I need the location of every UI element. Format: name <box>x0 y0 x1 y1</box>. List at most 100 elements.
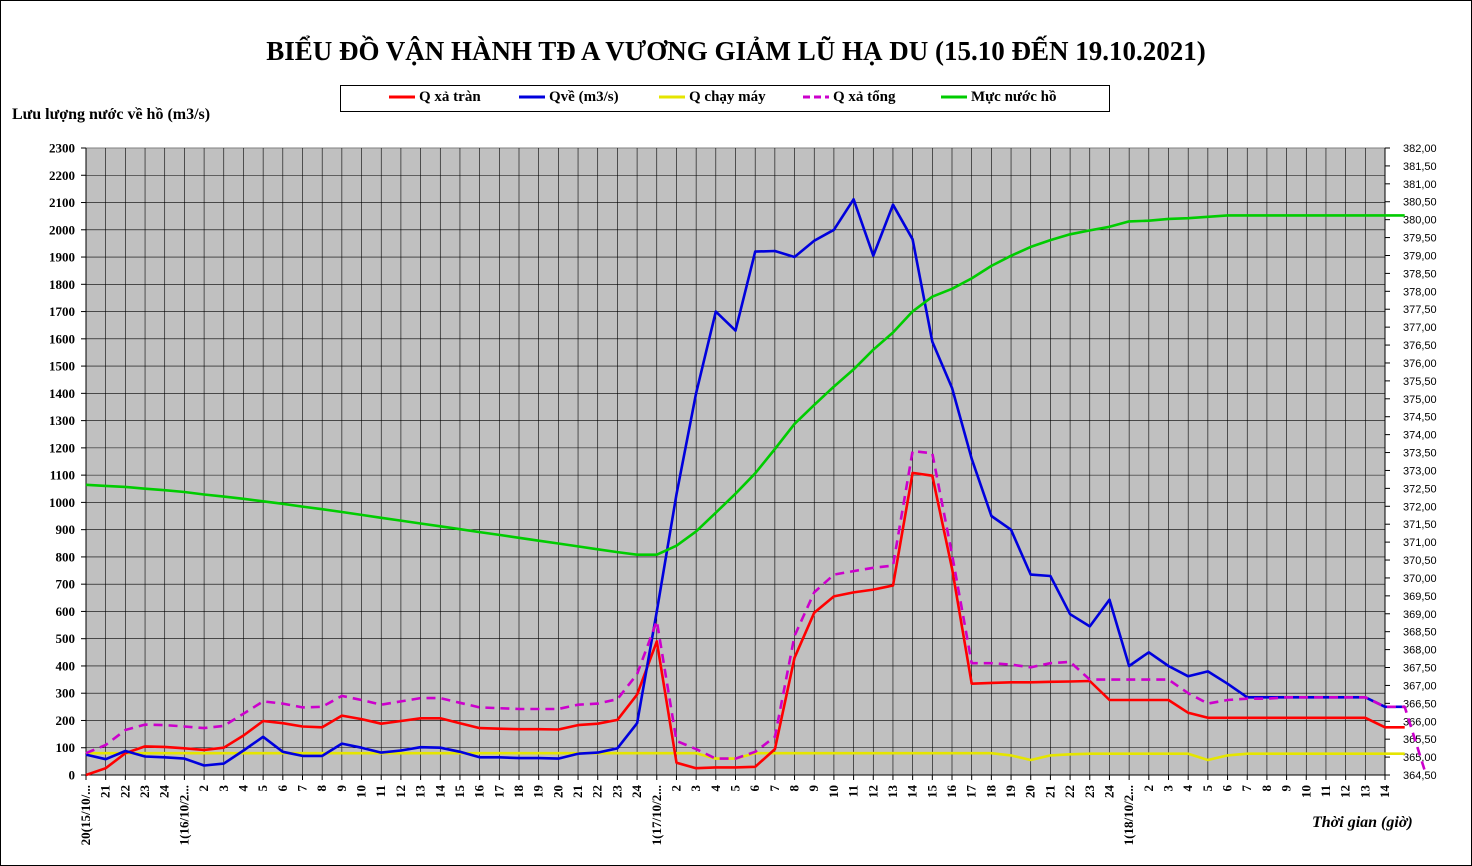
y-tick-label: 1900 <box>49 250 75 265</box>
y2-tick-label: 378,00 <box>1403 286 1437 298</box>
y2-tick-label: 370,50 <box>1403 555 1437 567</box>
x-tick-label: 17 <box>964 785 979 799</box>
y2-tick-label: 369,00 <box>1403 609 1437 621</box>
y-tick-label: 1300 <box>49 413 75 428</box>
y2-tick-label: 371,50 <box>1403 519 1437 531</box>
x-tick-label: 19 <box>1003 785 1018 799</box>
x-tick-label: 3 <box>1161 785 1176 792</box>
x-tick-label: 20 <box>550 785 565 798</box>
series-line-4 <box>85 214 1405 557</box>
legend-label-q-xa-tran: Q xả tràn <box>419 89 481 105</box>
series-line-0 <box>85 471 1405 777</box>
y-tick-label: 400 <box>56 658 76 673</box>
y-tick-label: 900 <box>56 522 76 537</box>
y-tick-label: 1700 <box>49 304 75 319</box>
legend-label-q-ve: Qvề (m3/s) <box>549 89 619 105</box>
y2-tick-label: 375,50 <box>1403 376 1437 388</box>
x-tick-label: 5 <box>255 785 270 792</box>
y-tick-label: 0 <box>69 768 76 783</box>
x-tick-label: 4 <box>235 785 250 792</box>
y2-tick-label: 367,00 <box>1403 680 1437 692</box>
chart-title: BIỂU ĐỒ VẬN HÀNH TĐ A VƯƠNG GIẢM LŨ HẠ D… <box>266 36 1206 66</box>
x-tick-label: 5 <box>728 785 743 792</box>
x-tick-label: 22 <box>590 785 605 798</box>
x-tick-label: 13 <box>1357 785 1372 799</box>
legend-swatch-q-xa-tran <box>389 95 415 99</box>
y2-tick-label: 371,00 <box>1403 537 1437 549</box>
x-tick-label: 16 <box>472 785 487 799</box>
x-tick-label: 7 <box>295 785 310 792</box>
y2-tick-label: 372,50 <box>1403 483 1437 495</box>
y2-tick-label: 368,00 <box>1403 645 1437 657</box>
legend: Q xả tràn Qvề (m3/s) Q chạy máy Q xả tổn… <box>340 85 1110 112</box>
y-tick-label: 600 <box>56 604 76 619</box>
x-tick-label: 8 <box>314 785 329 792</box>
y2-tick-label: 364,50 <box>1403 770 1437 782</box>
y2-tick-label: 376,50 <box>1403 340 1437 352</box>
x-tick-label: 23 <box>1082 785 1097 799</box>
y2-tick-label: 365,00 <box>1403 752 1437 764</box>
x-tick-label: 21 <box>570 785 585 798</box>
x-tick-label: 5 <box>1200 785 1215 792</box>
x-tick-label: 6 <box>275 785 290 792</box>
x-tick-label: 18 <box>511 785 526 799</box>
x-tick-label: 20 <box>1023 785 1038 798</box>
y2-tick-label: 374,50 <box>1403 412 1437 424</box>
y-tick-label: 200 <box>56 713 76 728</box>
y-axis-label: Lưu lượng nước về hồ (m3/s) <box>12 106 211 123</box>
x-tick-label: 10 <box>826 785 841 798</box>
y-tick-label: 1500 <box>49 359 75 374</box>
x-tick-label: 23 <box>137 785 152 799</box>
y2-tick-label: 381,00 <box>1403 179 1437 191</box>
x-tick-label: 7 <box>1239 785 1254 792</box>
legend-label-q-chay-may: Q chạy máy <box>689 89 766 105</box>
y-tick-label: 2300 <box>49 141 75 156</box>
x-tick-label: 2 <box>1141 785 1156 792</box>
x-tick-label: 1(16/10/2... <box>176 785 191 845</box>
x-tick-label: 11 <box>1318 785 1333 797</box>
x-tick-label: 16 <box>944 785 959 799</box>
legend-swatch-q-xa-tong <box>803 95 829 99</box>
x-tick-label: 11 <box>373 785 388 797</box>
series-line-1 <box>85 198 1405 767</box>
x-tick-label: 23 <box>609 785 624 799</box>
x-tick-label: 1(17/10/2... <box>649 785 664 845</box>
x-tick-label: 10 <box>354 785 369 798</box>
x-tick-label: 6 <box>1220 785 1235 792</box>
x-tick-label: 9 <box>1279 785 1294 792</box>
y2-tick-label: 378,50 <box>1403 268 1437 280</box>
legend-swatch-q-chay-may <box>659 95 685 99</box>
x-tick-label: 24 <box>157 785 172 799</box>
x-tick-label: 22 <box>1062 785 1077 798</box>
x-tick-label: 2 <box>668 785 683 792</box>
x-tick-label: 12 <box>393 785 408 798</box>
legend-label-q-xa-tong: Q xả tổng <box>833 89 896 105</box>
y2-tick-label: 370,00 <box>1403 573 1437 585</box>
x-tick-label: 11 <box>846 785 861 797</box>
x-tick-label: 15 <box>452 785 467 799</box>
y2-tick-label: 375,00 <box>1403 394 1437 406</box>
y2-tick-label: 374,00 <box>1403 430 1437 442</box>
y-tick-label: 300 <box>56 686 76 701</box>
x-axis-label: Thời gian (giờ) <box>1312 814 1413 831</box>
x-tick-label: 14 <box>905 785 920 799</box>
x-tick-label: 6 <box>747 785 762 792</box>
y2-tick-label: 376,00 <box>1403 358 1437 370</box>
x-tick-label: 9 <box>334 785 349 792</box>
y-tick-label: 500 <box>56 631 76 646</box>
x-tick-label: 20(15/10/... <box>78 785 93 845</box>
x-tick-label: 4 <box>1180 785 1195 792</box>
y-tick-label: 1800 <box>49 277 75 292</box>
y2-tick-label: 365,50 <box>1403 734 1437 746</box>
x-tick-label: 15 <box>924 785 939 799</box>
y-tick-label: 100 <box>56 740 76 755</box>
y-tick-label: 1600 <box>49 331 75 346</box>
series-line-2 <box>86 751 1405 762</box>
y2-tick-label: 366,00 <box>1403 716 1437 728</box>
x-tick-label: 10 <box>1298 785 1313 798</box>
x-tick-label: 24 <box>629 785 644 799</box>
x-tick-label: 9 <box>806 785 821 792</box>
y-tick-label: 2000 <box>49 222 75 237</box>
series-line-3 <box>85 449 1426 770</box>
